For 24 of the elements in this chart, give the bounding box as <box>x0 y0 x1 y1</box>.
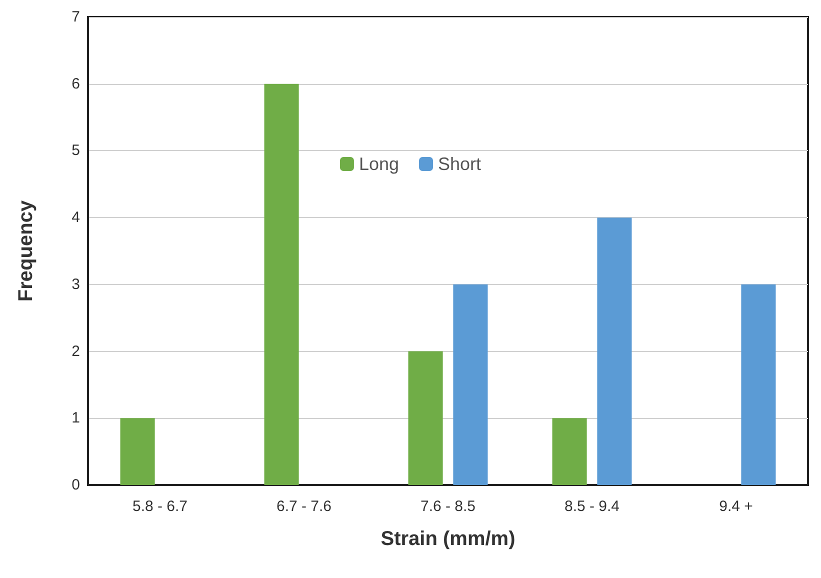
bar <box>552 418 587 485</box>
y-axis-title: Frequency <box>15 200 37 302</box>
legend-label: Short <box>438 154 482 174</box>
y-tick-label: 4 <box>72 209 80 226</box>
x-tick-label: 8.5 - 9.4 <box>564 498 620 515</box>
y-tick-label: 3 <box>72 276 80 293</box>
y-tick-label: 6 <box>72 75 80 92</box>
x-tick-label: 9.4 + <box>719 498 754 515</box>
bar <box>741 284 776 485</box>
y-tick-label: 0 <box>72 476 80 494</box>
x-tick-label: 6.7 - 7.6 <box>276 498 332 515</box>
bar <box>120 418 155 485</box>
x-tick-label: 5.8 - 6.7 <box>132 498 188 515</box>
y-tick-label: 2 <box>72 342 80 360</box>
bar <box>408 351 443 485</box>
y-tick-label: 1 <box>72 410 80 427</box>
y-tick-label: 5 <box>72 142 80 160</box>
bar <box>453 284 488 485</box>
x-tick-label: 7.6 - 8.5 <box>420 498 476 515</box>
bar <box>264 84 299 485</box>
legend-label: Long <box>358 154 400 174</box>
x-axis-title: Strain (mm/m) <box>380 528 516 550</box>
y-tick-label: 7 <box>72 8 80 26</box>
bar <box>597 218 632 485</box>
